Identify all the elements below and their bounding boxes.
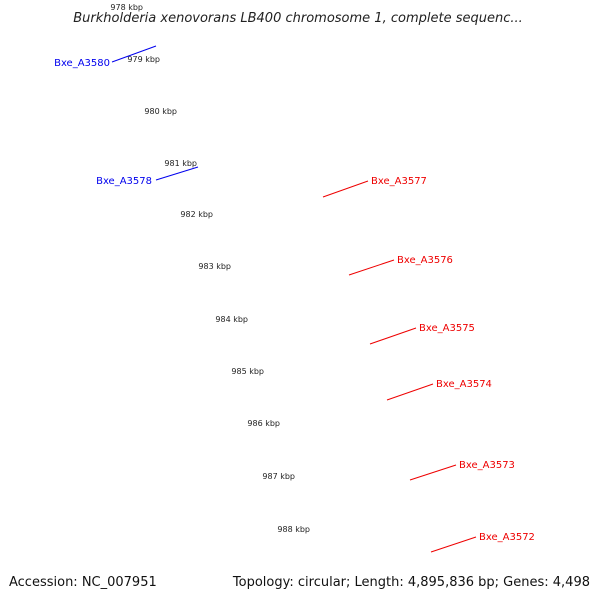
tick-label-979: 979 kbp [127, 55, 160, 64]
tick-label-983: 983 kbp [198, 262, 231, 271]
gene-leader-lines [111, 45, 477, 553]
leader-line-bxe-a3577 [322, 180, 369, 198]
leader-line-bxe-a3578 [155, 166, 199, 181]
tick-label-980: 980 kbp [144, 107, 177, 116]
leader-line-bxe-a3572 [430, 536, 477, 553]
accession-text: Accession: NC_007951 [9, 575, 157, 590]
gene-label-bxe-a3578[interactable]: Bxe_A3578 [96, 176, 152, 187]
gene-label-bxe-a3576[interactable]: Bxe_A3576 [397, 255, 453, 266]
gene-label-bxe-a3574[interactable]: Bxe_A3574 [436, 379, 492, 390]
leader-line-bxe-a3580 [111, 45, 157, 63]
tick-label-982: 982 kbp [180, 210, 213, 219]
gene-label-bxe-a3575[interactable]: Bxe_A3575 [419, 323, 475, 334]
tick-label-978: 978 kbp [110, 3, 143, 12]
map-title: Burkholderia xenovorans LB400 chromosome… [73, 11, 523, 26]
tick-label-987: 987 kbp [262, 472, 295, 481]
leader-line-bxe-a3573 [409, 464, 457, 481]
gene-label-bxe-a3572[interactable]: Bxe_A3572 [479, 532, 535, 543]
tick-labels: 978 kbp 979 kbp 980 kbp 981 kbp 982 kbp … [110, 3, 310, 534]
leader-line-bxe-a3574 [386, 383, 434, 401]
leader-line-bxe-a3576 [348, 259, 395, 276]
gene-label-bxe-a3573[interactable]: Bxe_A3573 [459, 460, 515, 471]
gene-label-bxe-a3577[interactable]: Bxe_A3577 [371, 176, 427, 187]
title-banner [0, 0, 600, 36]
tick-label-981: 981 kbp [164, 159, 197, 168]
gene-label-bxe-a3580[interactable]: Bxe_A3580 [54, 58, 110, 69]
tick-label-988: 988 kbp [277, 525, 310, 534]
tick-label-984: 984 kbp [215, 315, 248, 324]
tick-label-985: 985 kbp [231, 367, 264, 376]
gene-labels: Bxe_A3580 Bxe_A3578 Bxe_A3577 Bxe_A3576 … [54, 58, 535, 543]
leader-line-bxe-a3575 [369, 327, 417, 345]
tick-label-986: 986 kbp [247, 419, 280, 428]
genome-summary: Topology: circular; Length: 4,895,836 bp… [232, 575, 590, 590]
